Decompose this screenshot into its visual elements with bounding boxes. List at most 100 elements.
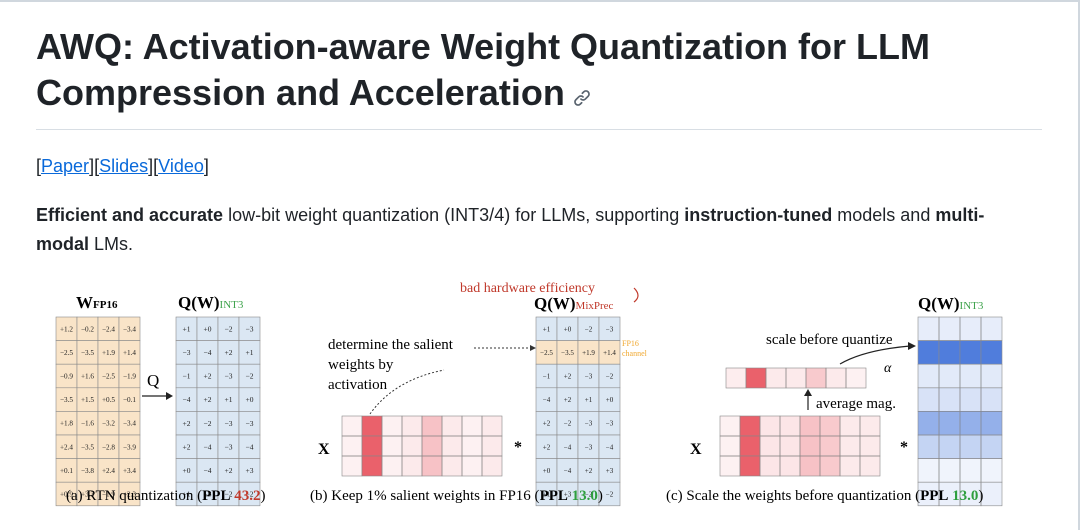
resource-links: [Paper][Slides][Video] — [36, 156, 209, 176]
scaled-int3-cell — [980, 411, 1003, 436]
slides-link[interactable]: Slides — [99, 156, 149, 176]
scaled-int3-cell — [917, 411, 940, 436]
salient-text-3: activation — [328, 377, 388, 393]
caption-b: (b) Keep 1% salient weights in FP16 (PPL… — [310, 488, 603, 504]
avg-mag-cell — [825, 367, 847, 389]
fp16-matrix-value: −3.2 — [102, 420, 115, 428]
int3-matrix-a-value: −2 — [225, 324, 233, 333]
activation-c-cell — [779, 455, 801, 477]
link-icon[interactable] — [573, 72, 591, 118]
int3-matrix-a-value: +2 — [204, 395, 212, 404]
activation-b-cell — [401, 435, 423, 457]
mixprec-matrix-value: −2 — [606, 372, 614, 380]
fp16-matrix-value: −3.5 — [81, 349, 94, 357]
activation-c-cell — [859, 435, 881, 457]
fp16-matrix-value: −2.5 — [60, 349, 73, 357]
activation-c-cell — [859, 455, 881, 477]
activation-c-cell — [719, 435, 741, 457]
title-line-2: Compression and Acceleration — [36, 72, 565, 113]
mixprec-matrix-value: +0 — [564, 325, 572, 333]
fp16-matrix-value: −3.8 — [81, 467, 94, 475]
title-line-1: AWQ: Activation-aware Weight Quantizatio… — [36, 26, 931, 67]
intro-paragraph: Efficient and accurate low-bit weight qu… — [36, 205, 985, 254]
activation-c-cell — [759, 455, 781, 477]
int3-matrix-a-value: +1 — [225, 395, 233, 404]
scale-arrow — [839, 345, 911, 365]
activation-matrix-b — [341, 415, 503, 477]
mixprec-matrix-value: −4 — [543, 396, 551, 404]
activation-c-cell — [819, 435, 841, 457]
fp16-matrix-value: −1.9 — [123, 373, 136, 381]
scaled-int3-cell — [959, 363, 982, 389]
fp16-matrix-value: +1.2 — [60, 325, 73, 333]
mixprec-matrix-value: +1.4 — [603, 349, 616, 357]
fp16-matrix-value: −0.1 — [123, 396, 136, 404]
activation-b-cell — [361, 435, 383, 457]
avg-mag-cell — [745, 367, 767, 389]
activation-c-cell — [859, 415, 881, 437]
int3-matrix-a-value: +2 — [225, 466, 233, 475]
quantize-arrowhead — [166, 392, 173, 400]
fp16-matrix-value: −3.5 — [60, 396, 73, 404]
fp16-matrix-value: −1.9 — [102, 491, 115, 499]
annotation-curve — [633, 287, 639, 303]
fp16-weight-matrix: +1.2 −0.2 −2.4 −3.4 −2.5 −3.5 +1.9 +1.4 −0.9 +1.6… — [55, 316, 141, 507]
scaled-int3-cell — [980, 481, 1003, 507]
int3-matrix-a-value: +1 — [183, 490, 191, 499]
qw-int3-label-c: Q(W)INT3 — [918, 294, 984, 313]
qw-mixprec-label: Q(W)MixPrec — [534, 294, 614, 313]
right-border — [1078, 0, 1080, 530]
mixprec-matrix-value: −2 — [585, 490, 593, 498]
fp16-matrix-value: +1.5 — [81, 396, 94, 404]
fp16-matrix-value: +1.8 — [60, 420, 73, 428]
mixprec-matrix-value: +2 — [543, 443, 551, 451]
int3-matrix-a-value: −4 — [246, 442, 254, 451]
mixprec-matrix-value: −3 — [585, 443, 593, 451]
salient-text-2: weights by — [328, 357, 394, 373]
fp16-matrix-value: −0.9 — [60, 373, 73, 381]
mixprec-matrix-value: +2 — [585, 467, 593, 475]
scaled-int3-cell — [938, 363, 961, 389]
scaled-int3-cell — [938, 458, 961, 483]
scaled-int3-cell — [959, 316, 982, 341]
int3-matrix-a-value: +2 — [183, 442, 191, 451]
avg-mag-cell — [725, 367, 747, 389]
avg-mag-cell — [785, 367, 807, 389]
int3-matrix-a-value: −3 — [225, 372, 233, 381]
mixprec-matrix-value: −3 — [606, 420, 614, 428]
activation-x-label-c: X — [690, 441, 702, 458]
fp16-matrix-value: −1.6 — [81, 420, 94, 428]
activation-b-cell — [461, 415, 483, 437]
activation-b-cell — [361, 415, 383, 437]
mixprec-matrix-value: +1 — [543, 325, 551, 333]
int3-matrix-a-value: +0 — [246, 395, 254, 404]
fp16-matrix-value: +1.6 — [81, 373, 94, 381]
activation-b-cell — [341, 415, 363, 437]
video-link[interactable]: Video — [158, 156, 204, 176]
activation-b-cell — [381, 435, 403, 457]
activation-c-cell — [799, 415, 821, 437]
int3-matrix-a-value: −2 — [225, 490, 233, 499]
activation-matrix-c — [719, 415, 881, 477]
avg-mag-cell — [765, 367, 787, 389]
activation-b-cell — [481, 435, 503, 457]
fp16-matrix-value: +2.4 — [102, 467, 115, 475]
activation-c-cell — [839, 435, 861, 457]
scaled-int3-cell — [938, 387, 961, 412]
mixprec-matrix-value: −2.5 — [540, 349, 553, 357]
activation-b-cell — [401, 455, 423, 477]
activation-c-cell — [839, 415, 861, 437]
fp16-channel-tag: FP16 — [622, 339, 639, 348]
scaled-int3-cell — [917, 340, 940, 365]
fp16-matrix-value: −3.4 — [123, 325, 136, 333]
activation-c-cell — [819, 415, 841, 437]
paper-link[interactable]: Paper — [41, 156, 90, 176]
scaled-int3-cell — [959, 387, 982, 412]
scaled-int3-cell — [917, 387, 940, 412]
int3-matrix-a-value: −3 — [183, 348, 191, 357]
activation-c-cell — [759, 415, 781, 437]
int3-matrix-a-value: +0 — [204, 324, 212, 333]
scaled-int3-cell — [980, 363, 1003, 389]
mixprec-matrix-value: +2 — [543, 420, 551, 428]
activation-c-cell — [719, 415, 741, 437]
